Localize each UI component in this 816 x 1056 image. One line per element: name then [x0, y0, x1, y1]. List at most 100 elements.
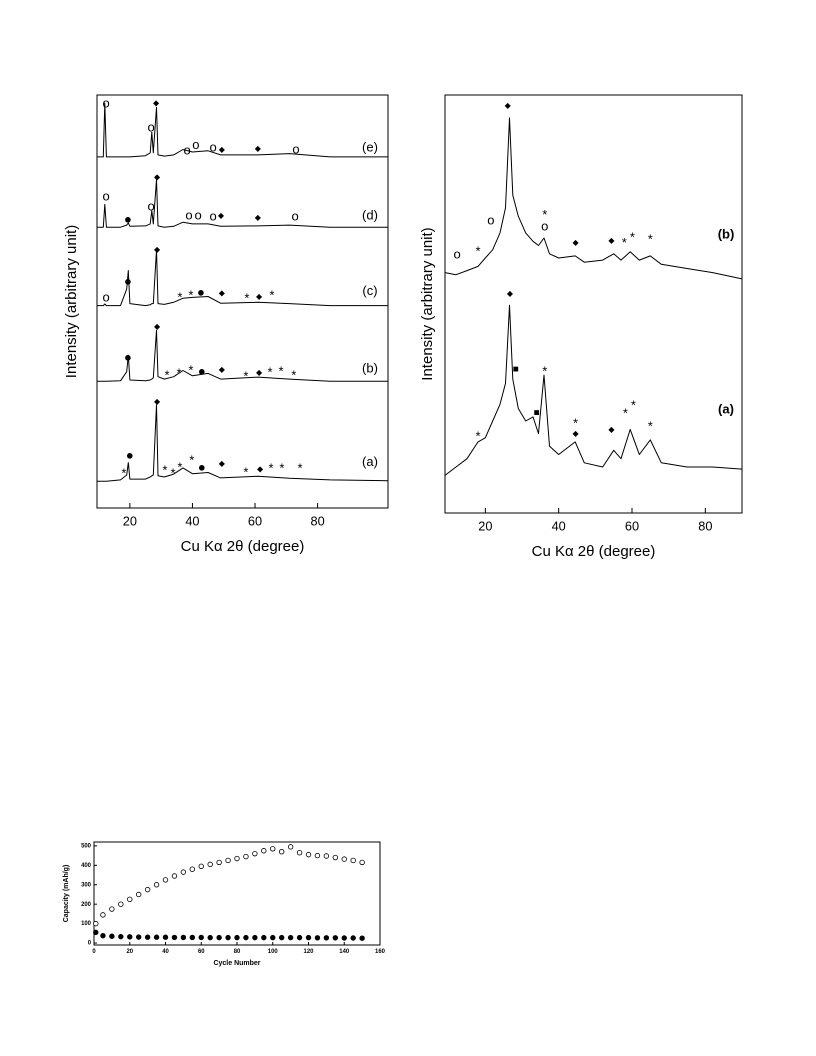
peak-marker: ■ [534, 408, 540, 419]
peak-marker: * [279, 461, 284, 476]
y-axis-label: Capacity (mAh/g) [63, 865, 70, 923]
data-point [296, 849, 303, 856]
peak-marker: ◆ [154, 322, 161, 331]
peak-marker: ◆ [219, 459, 226, 468]
data-point [216, 859, 222, 866]
data-point [171, 934, 178, 941]
data-point [287, 844, 294, 850]
x-tick-label: 120 [304, 949, 315, 955]
peak-marker: * [278, 364, 283, 379]
data-point [189, 934, 196, 941]
peak-marker: o [541, 219, 548, 234]
plot-frame [444, 94, 743, 514]
data-point [225, 857, 231, 864]
peak-marker: ◆ [507, 289, 514, 298]
x-axis-label: Cycle Number [213, 960, 260, 967]
x-tick-label: 40 [162, 949, 169, 955]
data-point [153, 882, 160, 888]
x-tick-label: 40 [185, 514, 199, 529]
x-tick-label: 60 [625, 519, 639, 534]
y-tick-label: 100 [81, 921, 92, 927]
peak-marker: ◆ [255, 213, 262, 222]
peak-marker: o [148, 198, 155, 213]
y-axis-label: Intensity (arbitrary unit) [419, 227, 436, 380]
data-point [278, 849, 285, 855]
peak-marker: o [148, 119, 155, 134]
data-point [323, 853, 330, 859]
data-point [180, 934, 187, 941]
data-point [162, 934, 169, 940]
peak-marker: o [185, 207, 192, 222]
x-tick-label: 80 [311, 514, 325, 529]
peak-marker: * [162, 462, 167, 477]
peak-marker: * [623, 405, 628, 420]
peak-marker: * [243, 464, 248, 479]
peak-marker: * [177, 459, 182, 474]
data-point [287, 934, 294, 941]
y-axis-label: Intensity (arbitrary unit) [63, 225, 80, 378]
x-tick-label: 140 [339, 949, 350, 955]
data-point [207, 861, 213, 868]
data-point [100, 912, 106, 918]
x-tick-label: 60 [198, 949, 205, 955]
peak-marker: ◆ [608, 236, 615, 245]
data-point [180, 869, 187, 875]
x-tick-label: 80 [234, 949, 241, 955]
peak-marker: * [630, 229, 635, 244]
peak-marker: ◆ [257, 464, 264, 473]
data-point [118, 933, 124, 940]
data-point [127, 934, 133, 940]
data-point [135, 934, 142, 940]
peak-marker: * [171, 466, 176, 481]
peak-marker: * [165, 367, 170, 382]
peak-marker: ● [124, 350, 132, 365]
data-point [305, 851, 312, 858]
data-point [135, 891, 142, 898]
data-point [100, 932, 106, 939]
pattern-label: (e) [362, 139, 378, 154]
peak-marker: ◆ [219, 365, 226, 374]
peak-marker: * [475, 428, 480, 443]
peak-marker: o [487, 212, 494, 227]
peak-marker: * [188, 362, 193, 377]
data-point [127, 896, 133, 903]
peak-marker: ◆ [154, 172, 161, 181]
xrd-pattern [97, 329, 388, 382]
x-tick-label: 20 [123, 514, 137, 529]
pattern-label: (c) [362, 283, 377, 298]
peak-marker: o [192, 137, 199, 152]
y-tick-label: 400 [81, 863, 92, 869]
peak-marker: ◆ [219, 288, 226, 297]
data-point [189, 866, 196, 872]
xrd-pattern [97, 179, 388, 228]
data-point [198, 934, 204, 941]
peak-marker: ◆ [154, 397, 161, 406]
data-point [225, 934, 231, 941]
peak-marker: ◆ [505, 101, 512, 110]
peak-marker: * [268, 364, 273, 379]
data-point [252, 850, 258, 857]
pattern-label: (b) [718, 226, 735, 241]
data-point [153, 934, 160, 940]
peak-marker: o [183, 143, 190, 158]
data-point [270, 934, 276, 941]
peak-marker: ◆ [572, 238, 579, 247]
peak-marker: * [268, 461, 273, 476]
y-tick-label: 0 [88, 941, 92, 947]
data-point [198, 863, 204, 869]
data-point [359, 935, 365, 941]
peak-marker: ● [124, 212, 132, 227]
data-point [243, 934, 249, 941]
peak-marker: ◆ [153, 98, 160, 107]
peak-marker: ◆ [255, 144, 262, 153]
data-point [261, 934, 267, 941]
peak-marker: o [102, 188, 109, 203]
peak-marker: * [573, 415, 578, 430]
peak-marker: * [631, 397, 636, 412]
peak-marker: o [209, 208, 216, 223]
data-point [314, 935, 321, 941]
x-tick-label: 20 [126, 949, 133, 955]
data-point [323, 935, 330, 941]
peak-marker: * [244, 290, 249, 305]
